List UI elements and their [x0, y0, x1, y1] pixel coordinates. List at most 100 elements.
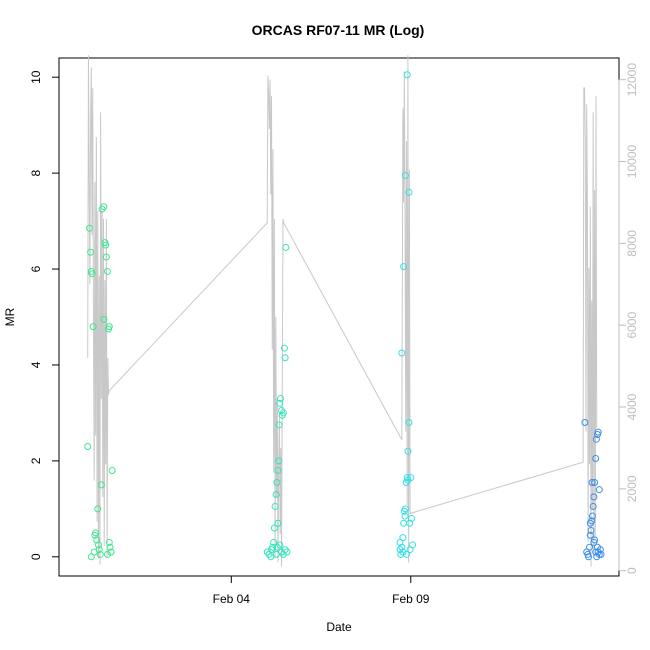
right-tick-label: 10000: [625, 145, 639, 179]
x-tick-label: Feb 04: [213, 592, 251, 606]
right-tick-label: 2000: [625, 475, 639, 502]
data-point-flight-3: [398, 543, 406, 551]
secondary-series-line: [87, 55, 598, 567]
data-point-flight-1: [94, 541, 102, 549]
data-point-flight-1: [92, 529, 100, 537]
data-point-flight-1: [103, 550, 111, 558]
data-point-flight-2: [270, 538, 278, 546]
y-tick-label: 0: [29, 553, 43, 560]
data-point-flight-2: [275, 421, 283, 429]
data-point-flight-2: [282, 243, 290, 251]
data-point-flight-1: [102, 241, 110, 249]
data-point-flight-2: [283, 548, 291, 556]
data-point-flight-2: [273, 478, 281, 486]
right-tick-label: 6000: [625, 312, 639, 339]
data-point-flight-4: [595, 486, 603, 494]
data-point-flight-4: [591, 478, 599, 486]
data-point-flight-4: [592, 454, 600, 462]
data-point-flight-4: [590, 493, 598, 501]
y-tick-label: 6: [29, 265, 43, 272]
x-axis-ticks: Feb 04 Feb 09: [213, 576, 430, 606]
data-point-flight-4: [592, 435, 600, 443]
data-point-flight-2: [274, 466, 282, 474]
right-tick-label: 8000: [625, 230, 639, 257]
data-point-flight-2: [273, 543, 281, 551]
data-point-flight-1: [94, 505, 102, 513]
data-point-flight-2: [275, 457, 283, 465]
data-point-flight-2: [276, 395, 284, 403]
data-point-flight-3: [401, 172, 409, 180]
data-point-flight-2: [272, 490, 280, 498]
data-point-flight-3: [403, 71, 411, 79]
data-point-flight-4: [586, 519, 594, 527]
data-point-flight-4: [591, 536, 599, 544]
data-point-flight-3: [400, 519, 408, 527]
data-point-flight-1: [90, 548, 98, 556]
data-point-flight-3: [398, 349, 406, 357]
data-point-flight-1: [97, 481, 105, 489]
right-tick-label: 12000: [625, 63, 639, 97]
data-point-flight-1: [86, 224, 94, 232]
right-tick-label: 0: [625, 567, 639, 574]
data-point-flight-4: [594, 548, 602, 556]
data-point-flight-1: [88, 270, 96, 278]
data-point-flight-4: [588, 512, 596, 520]
data-point-flight-1: [107, 548, 115, 556]
data-point-flight-3: [401, 505, 409, 513]
data-point-flight-2: [276, 399, 284, 407]
data-point-flight-1: [105, 323, 113, 331]
data-point-flight-2: [270, 524, 278, 532]
data-point-flight-2: [279, 409, 287, 417]
data-point-flight-2: [271, 502, 279, 510]
data-point-flight-3: [405, 188, 413, 196]
data-point-flight-2: [274, 519, 282, 527]
data-point-flight-2: [279, 550, 287, 558]
points-layer: [84, 71, 605, 561]
data-point-flight-4: [592, 548, 600, 556]
data-point-flight-3: [405, 419, 413, 427]
y-axis-ticks: 0 2 4 6 8 10: [29, 70, 59, 560]
data-point-flight-4: [588, 478, 596, 486]
data-point-flight-4: [581, 419, 589, 427]
right-tick-label: 4000: [625, 393, 639, 420]
y-tick-label: 4: [29, 361, 43, 368]
data-point-flight-4: [593, 543, 601, 551]
data-point-flight-3: [404, 447, 412, 455]
data-point-flight-4: [586, 543, 594, 551]
y-tick-label: 2: [29, 457, 43, 464]
data-point-flight-1: [84, 443, 92, 450]
x-axis-label: Date: [326, 620, 352, 634]
right-axis-ticks: 0 2000 4000 6000 8000 10000 12000: [618, 63, 639, 574]
y-axis-label: MR: [3, 307, 17, 326]
data-point-flight-1: [100, 315, 108, 323]
data-point-flight-1: [108, 466, 116, 474]
data-point-flight-4: [589, 502, 597, 510]
data-point-flight-4: [587, 526, 595, 534]
data-point-flight-3: [396, 538, 404, 546]
data-point-flight-4: [586, 531, 594, 539]
data-point-flight-2: [273, 550, 281, 558]
data-point-flight-1: [106, 543, 114, 551]
data-point-flight-3: [401, 512, 409, 520]
data-point-flight-1: [100, 203, 108, 211]
data-point-flight-1: [102, 253, 110, 261]
data-point-flight-2: [267, 553, 275, 561]
data-point-flight-1: [96, 550, 104, 558]
data-point-flight-2: [269, 543, 277, 551]
plot-frame: [58, 57, 620, 577]
data-point-flight-1: [89, 323, 97, 331]
data-point-flight-3: [406, 519, 414, 527]
secondary-line-layer: [87, 55, 598, 567]
data-point-flight-2: [281, 354, 289, 362]
y-tick-label: 10: [29, 70, 43, 84]
data-point-flight-3: [399, 548, 407, 556]
data-point-flight-4: [584, 553, 592, 561]
data-point-flight-1: [93, 536, 101, 544]
data-point-flight-1: [105, 538, 113, 546]
x-tick-label: Feb 09: [392, 592, 430, 606]
data-point-flight-2: [280, 344, 288, 352]
data-point-flight-3: [400, 263, 408, 271]
y-tick-label: 8: [29, 169, 43, 176]
